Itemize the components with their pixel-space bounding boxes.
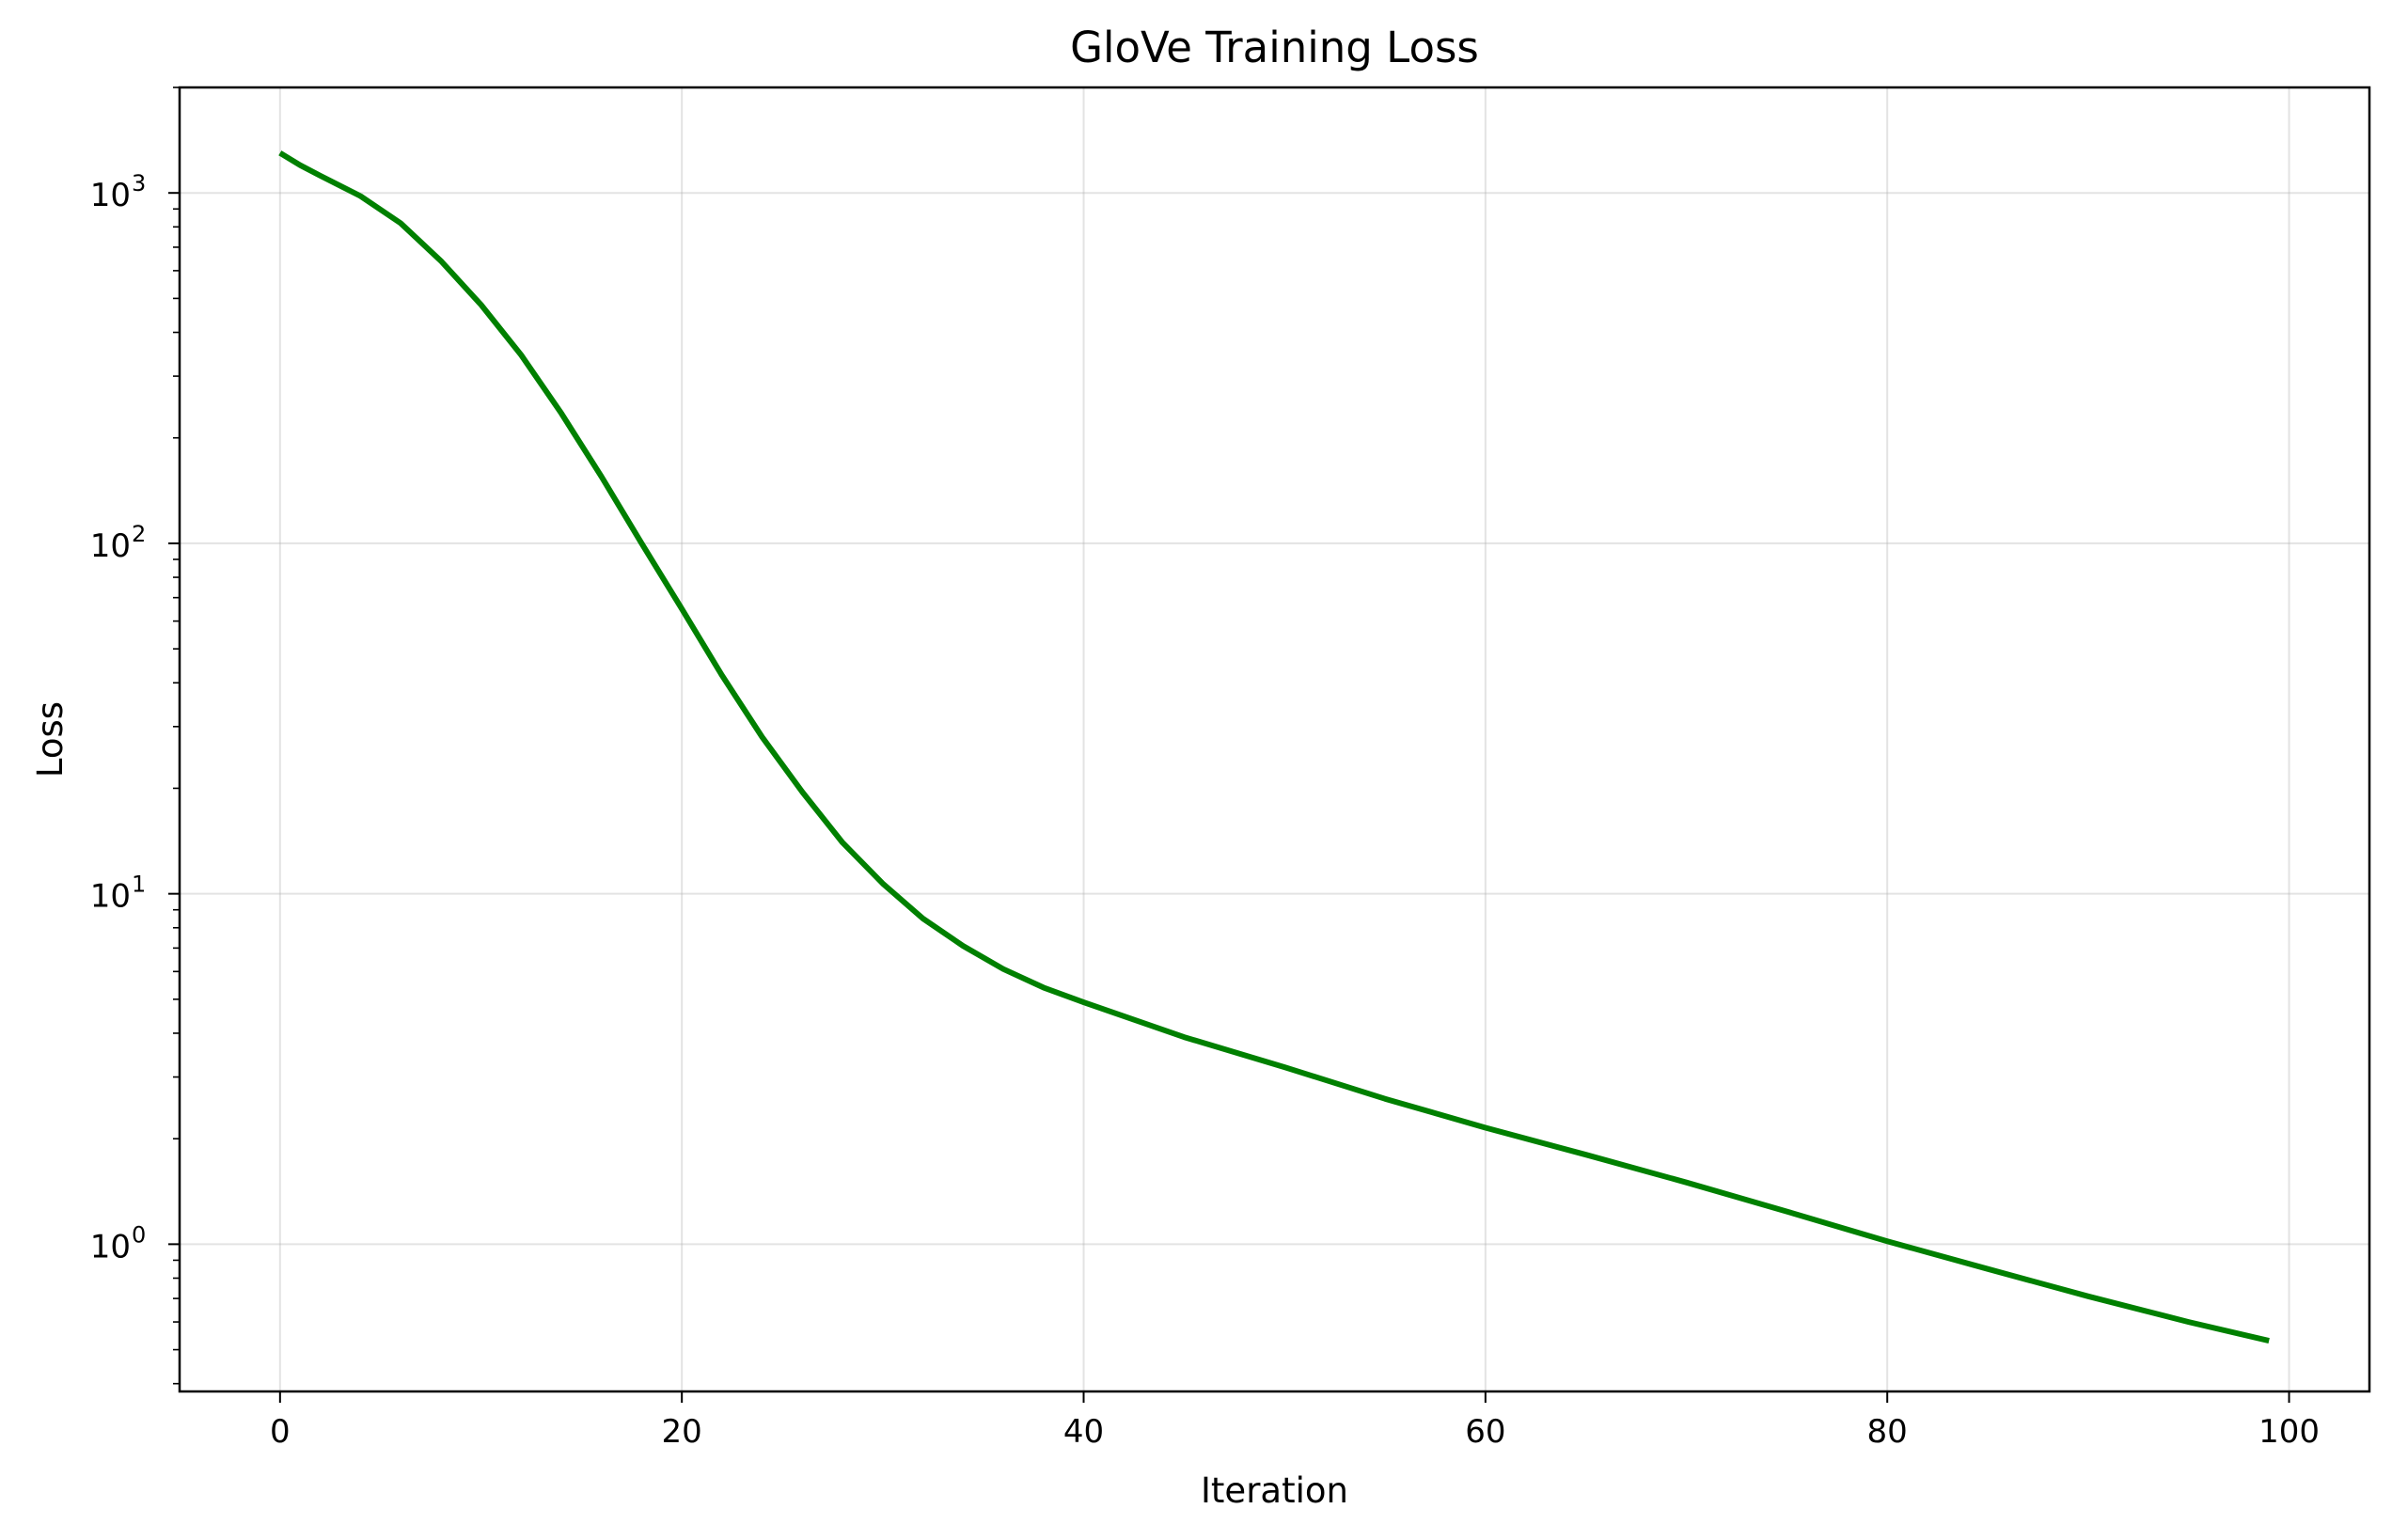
- plot-frame: [178, 86, 2371, 1393]
- x-axis-title: Iteration: [1201, 1470, 1348, 1511]
- y-tick-exponent: 1: [132, 872, 146, 898]
- y-tick-label: 10: [90, 1228, 131, 1265]
- y-tick-exponent: 0: [132, 1221, 146, 1248]
- x-tick-label: 20: [662, 1413, 702, 1451]
- grid: [180, 87, 2369, 1391]
- y-tick-label: 10: [90, 177, 131, 214]
- y-axis-title: Loss: [30, 701, 71, 778]
- chart-title: GloVe Training Loss: [1070, 23, 1479, 72]
- x-tick-label: 0: [270, 1413, 291, 1451]
- y-tick-label: 10: [90, 527, 131, 565]
- loss-line: [278, 150, 2270, 1344]
- x-tick-label: 60: [1465, 1413, 1505, 1451]
- x-tick-label: 40: [1063, 1413, 1104, 1451]
- x-tick-label: 80: [1867, 1413, 1908, 1451]
- y-tick-exponent: 2: [132, 521, 146, 547]
- series-layer: [278, 150, 2270, 1344]
- x-tick-label: 100: [2258, 1413, 2320, 1451]
- y-tick-exponent: 3: [132, 170, 146, 196]
- y-tick-label: 10: [90, 878, 131, 916]
